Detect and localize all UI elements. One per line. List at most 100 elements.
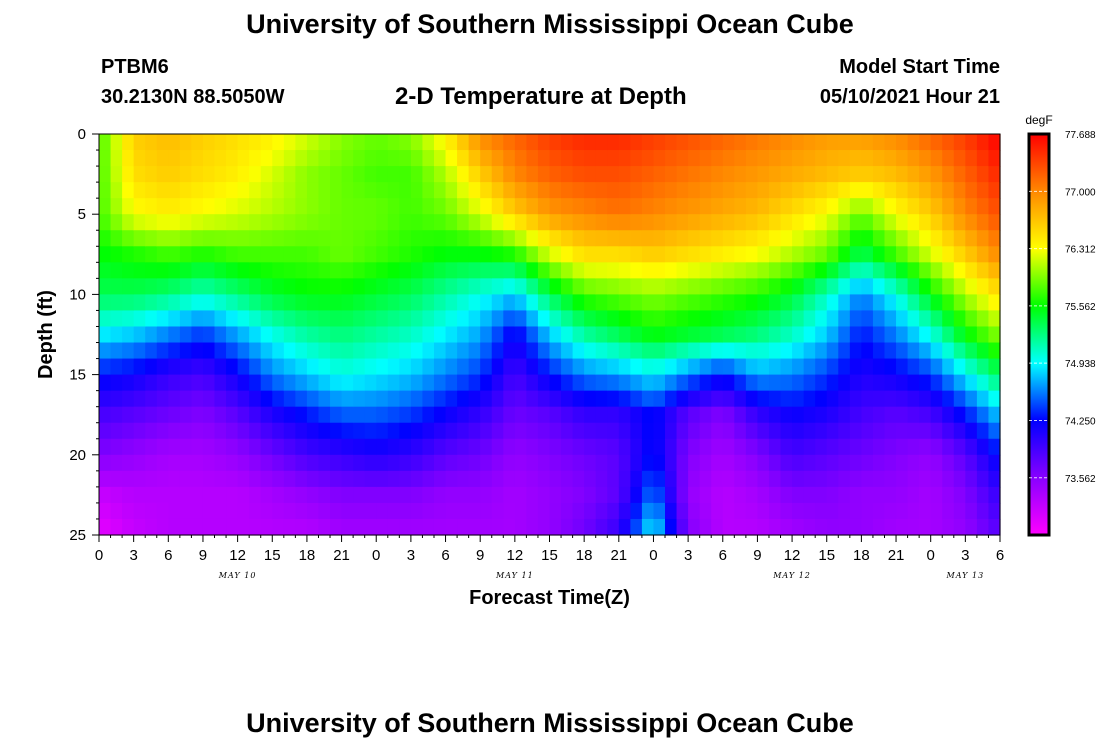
- heatmap-cell: [99, 502, 112, 520]
- heatmap-cell: [780, 422, 793, 440]
- heatmap-cell: [237, 470, 250, 488]
- heatmap-cell: [156, 406, 169, 424]
- heatmap-cell: [734, 310, 747, 328]
- heatmap-cell: [433, 454, 447, 472]
- heatmap-cell: [202, 326, 216, 344]
- heatmap-cell: [584, 470, 597, 488]
- heatmap-cell: [260, 502, 273, 520]
- heatmap-cell: [722, 310, 735, 328]
- heatmap-cell: [433, 214, 447, 231]
- heatmap-cell: [965, 454, 978, 472]
- heatmap-cell: [468, 422, 481, 440]
- heatmap-cell: [688, 502, 701, 520]
- x-tick-label: 0: [95, 547, 103, 564]
- heatmap-cell: [919, 374, 932, 392]
- heatmap-cell: [884, 342, 897, 360]
- heatmap-cell: [422, 374, 435, 392]
- footer-title: University of Southern Mississippi Ocean…: [246, 708, 854, 738]
- heatmap-cell: [630, 470, 643, 488]
- heatmap-cell: [676, 150, 689, 167]
- heatmap-cell: [202, 470, 216, 488]
- heatmap-cell: [815, 198, 828, 215]
- heatmap-cell: [815, 486, 828, 504]
- heatmap-cell: [907, 486, 920, 504]
- heatmap-cell: [330, 390, 343, 408]
- y-tick-label: 0: [78, 126, 86, 143]
- heatmap-cell: [607, 518, 620, 536]
- heatmap-cell: [792, 438, 805, 456]
- heatmap-cell: [422, 294, 435, 312]
- heatmap-cell: [191, 262, 204, 279]
- heatmap-cell: [341, 438, 354, 456]
- heatmap-cell: [641, 358, 655, 376]
- heatmap-cell: [907, 406, 920, 424]
- heatmap-cell: [526, 166, 539, 183]
- heatmap-cell: [249, 230, 262, 247]
- heatmap-cell: [965, 486, 978, 504]
- heatmap-cell: [919, 390, 932, 408]
- heatmap-cell: [653, 358, 666, 376]
- heatmap-cell: [561, 486, 574, 504]
- heatmap-cell: [353, 310, 366, 328]
- heatmap-cell: [283, 246, 296, 263]
- heatmap-cell: [410, 134, 424, 151]
- heatmap-cell: [699, 278, 712, 295]
- heatmap-cell: [699, 166, 712, 183]
- heatmap-cell: [595, 486, 608, 504]
- heatmap-cell: [168, 278, 181, 295]
- heatmap-cell: [376, 134, 389, 151]
- heatmap-cell: [156, 326, 169, 344]
- heatmap-cell: [641, 294, 655, 312]
- heatmap-cell: [792, 486, 805, 504]
- heatmap-cell: [780, 358, 793, 376]
- heatmap-cell: [561, 246, 574, 263]
- heatmap-cell: [896, 454, 909, 472]
- heatmap-cell: [260, 278, 273, 295]
- heatmap-cell: [306, 470, 320, 488]
- heatmap-cell: [861, 230, 874, 247]
- heatmap-cell: [353, 502, 366, 520]
- heatmap-cell: [584, 198, 597, 215]
- heatmap-cell: [457, 214, 470, 231]
- heatmap-cell: [803, 134, 816, 151]
- heatmap-cell: [503, 198, 516, 215]
- heatmap-cell: [110, 502, 123, 520]
- heatmap-cell: [156, 134, 169, 151]
- heatmap-cell: [584, 406, 597, 424]
- heatmap-cell: [260, 422, 273, 440]
- heatmap-cell: [953, 470, 966, 488]
- x-tick-label: 3: [961, 547, 969, 564]
- heatmap-cell: [907, 294, 920, 312]
- heatmap-cell: [341, 374, 354, 392]
- heatmap-cell: [226, 326, 239, 344]
- heatmap-cell: [838, 438, 851, 456]
- heatmap-cell: [422, 214, 435, 231]
- heatmap-cell: [757, 422, 770, 440]
- heatmap-cell: [468, 502, 481, 520]
- heatmap-cell: [722, 438, 735, 456]
- heatmap-cell: [826, 470, 839, 488]
- heatmap-cell: [630, 230, 643, 247]
- heatmap-cell: [676, 246, 689, 263]
- heatmap-cell: [364, 134, 377, 151]
- heatmap-cell: [99, 342, 112, 360]
- heatmap-cell: [930, 406, 943, 424]
- heatmap-cell: [122, 166, 135, 183]
- y-tick-label: 20: [69, 447, 86, 464]
- heatmap-cell: [630, 502, 643, 520]
- heatmap-cell: [156, 182, 169, 199]
- heatmap-cell: [445, 262, 458, 279]
- heatmap-cell: [295, 134, 308, 151]
- heatmap-cell: [584, 166, 597, 183]
- heatmap-cell: [318, 278, 331, 295]
- heatmap-cell: [919, 198, 932, 215]
- heatmap-cell: [561, 326, 574, 344]
- heatmap-cell: [260, 358, 273, 376]
- heatmap-cell: [133, 230, 146, 247]
- heatmap-cell: [561, 406, 574, 424]
- heatmap-cell: [110, 470, 123, 488]
- heatmap-cell: [122, 390, 135, 408]
- heatmap-cell: [110, 150, 123, 167]
- heatmap-cell: [884, 390, 897, 408]
- heatmap-cell: [826, 502, 839, 520]
